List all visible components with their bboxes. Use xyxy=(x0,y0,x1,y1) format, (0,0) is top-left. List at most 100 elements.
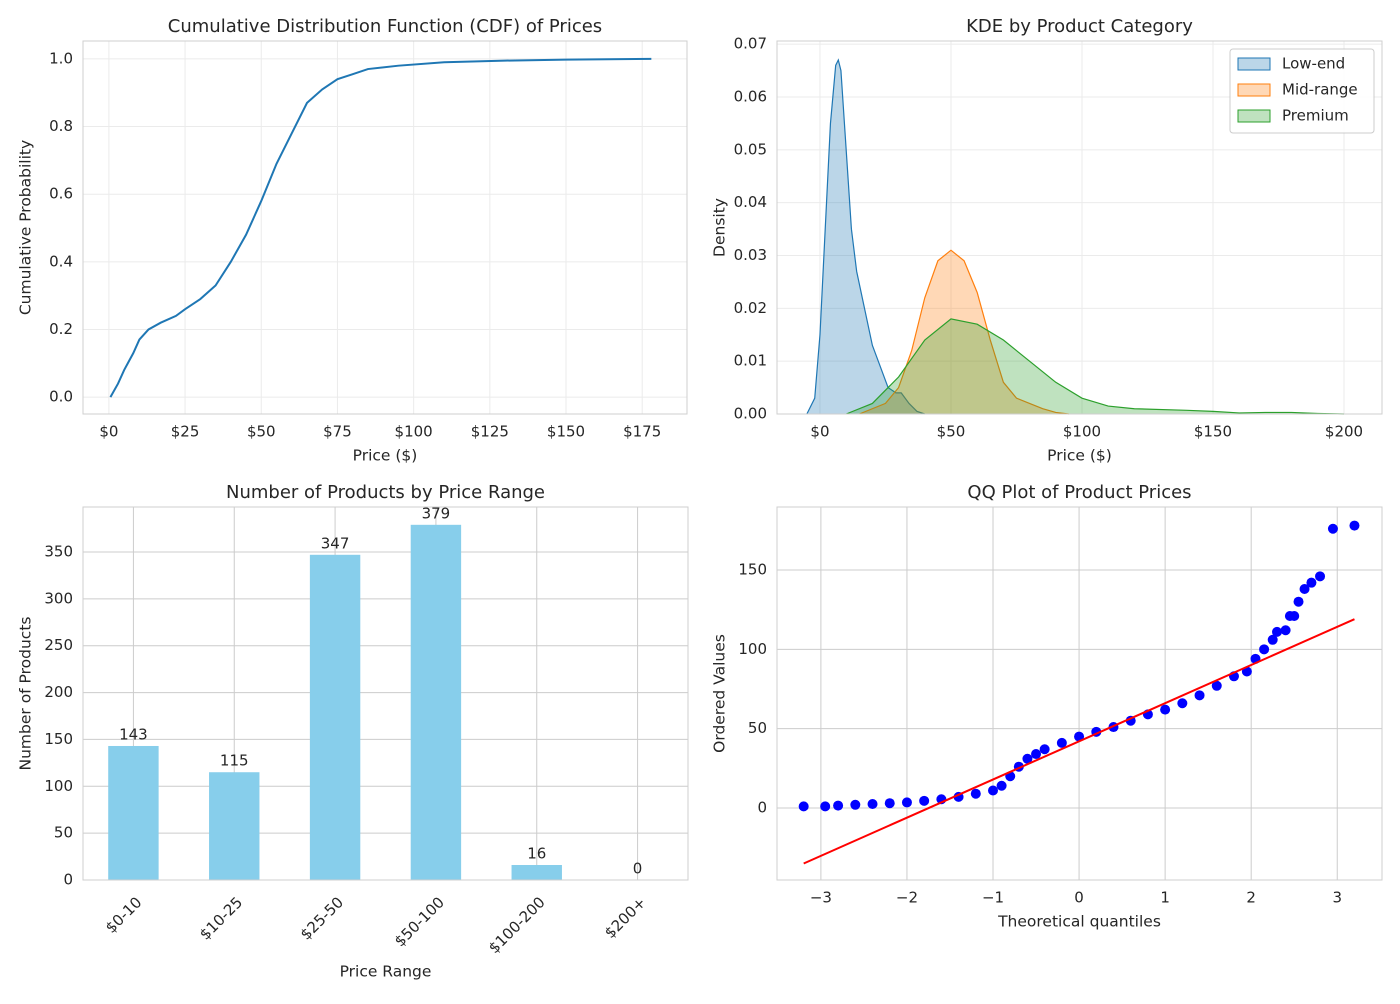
x-tick-label: $200+ xyxy=(601,893,650,942)
qq-point xyxy=(1177,698,1188,709)
x-tick-label: 1 xyxy=(1160,889,1170,907)
y-tick-label: 0.07 xyxy=(734,35,767,53)
y-axis-label: Density xyxy=(711,198,729,257)
y-tick-label: 250 xyxy=(44,636,73,654)
legend-swatch xyxy=(1237,57,1271,71)
qq-point xyxy=(901,797,912,808)
qq-point xyxy=(798,801,809,812)
bar-value-label: 16 xyxy=(527,845,546,863)
legend-label: Premium xyxy=(1282,107,1349,125)
qq-point xyxy=(867,799,878,810)
x-tick-label: $175 xyxy=(623,423,661,441)
x-tick-label: $0 xyxy=(99,423,118,441)
legend-label: Low-end xyxy=(1282,55,1345,73)
y-tick-label: 0.06 xyxy=(734,88,767,106)
qq-point xyxy=(1315,571,1326,582)
x-tick-label: $100 xyxy=(395,423,433,441)
plot-area xyxy=(83,41,687,414)
x-axis-label: Theoretical quantiles xyxy=(997,913,1161,931)
x-tick-label: $150 xyxy=(1194,423,1232,441)
qq-point xyxy=(1280,625,1291,636)
qq-point xyxy=(1306,577,1317,588)
subplot-title: Number of Products by Price Range xyxy=(226,482,545,503)
qq-point xyxy=(1031,749,1042,760)
bar xyxy=(309,554,361,880)
kde-area xyxy=(859,250,1069,414)
legend-label: Mid-range xyxy=(1282,81,1358,99)
y-tick-label: 0.0 xyxy=(49,388,73,406)
y-tick-label: 0.00 xyxy=(734,405,767,423)
y-tick-label: 0.2 xyxy=(49,320,73,338)
x-tick-label: −2 xyxy=(896,889,918,907)
subplot: 0.0 0.2 0.4 0.6 0.8 1.0 $0 $25 $50 $75 $100 $125 $15… xyxy=(17,16,688,465)
qq-point xyxy=(970,788,981,799)
qq-point xyxy=(1289,610,1300,621)
cdf-line xyxy=(109,57,652,398)
y-tick-label: 0.04 xyxy=(734,193,767,211)
y-tick-label: 150 xyxy=(44,730,73,748)
y-tick-label: 200 xyxy=(44,683,73,701)
bar-value-label: 115 xyxy=(220,752,249,770)
subplot: 0.00 0.01 0.02 0.03 0.04 0.05 0.06 0.07 $0 $50 $10… xyxy=(711,16,1383,465)
y-tick-label: 0 xyxy=(63,871,73,889)
x-tick-label: $50 xyxy=(937,423,966,441)
x-tick-label: $200 xyxy=(1325,423,1363,441)
bar-value-label: 347 xyxy=(321,534,350,552)
y-tick-label: 150 xyxy=(738,560,767,578)
kde-area xyxy=(806,60,925,414)
bar xyxy=(410,524,462,880)
x-tick-label: $150 xyxy=(547,423,585,441)
fit-line xyxy=(803,618,1355,865)
bar xyxy=(108,745,159,880)
x-tick-label: 0 xyxy=(1074,889,1084,907)
x-tick-label: $50 xyxy=(247,423,276,441)
x-tick-label: $0 xyxy=(810,423,829,441)
qq-point xyxy=(884,798,895,809)
x-tick-label: $75 xyxy=(323,423,352,441)
x-tick-label: −1 xyxy=(982,889,1004,907)
kde-line xyxy=(845,318,1345,415)
y-tick-label: 0.02 xyxy=(734,299,767,317)
qq-point xyxy=(1056,737,1067,748)
qq-point xyxy=(820,801,831,812)
qq-point xyxy=(1039,744,1050,755)
plot-frame xyxy=(82,40,688,415)
y-tick-label: 0.4 xyxy=(49,252,73,270)
qq-point xyxy=(1293,596,1304,607)
plot-frame xyxy=(776,506,1383,881)
x-tick-label: −3 xyxy=(810,889,832,907)
y-tick-label: 350 xyxy=(44,542,73,560)
qq-point xyxy=(988,785,999,796)
subplot-title: Cumulative Distribution Function (CDF) o… xyxy=(168,16,602,37)
plot-frame xyxy=(82,506,689,881)
bar xyxy=(511,865,562,880)
qq-point xyxy=(1160,704,1171,715)
qq-point xyxy=(850,799,861,810)
subplot: 0 50 100 150 −3 −2 −1 0 1 2 3 QQ Plot of Product Pr… xyxy=(711,482,1383,931)
y-tick-label: 100 xyxy=(738,640,767,658)
y-axis-label: Cumulative Probability xyxy=(17,140,35,315)
qq-point xyxy=(1267,634,1278,645)
qq-point xyxy=(1299,584,1310,595)
kde-area xyxy=(846,318,1345,414)
legend: Low-end Mid-range Premium xyxy=(1229,48,1375,134)
qq-point xyxy=(1327,523,1338,534)
y-tick-label: 50 xyxy=(54,824,73,842)
qq-point xyxy=(1259,644,1270,655)
x-axis-label: Price ($) xyxy=(1047,447,1112,465)
y-tick-label: 1.0 xyxy=(49,49,73,67)
bar xyxy=(209,772,260,880)
qq-point xyxy=(833,800,844,811)
y-tick-label: 50 xyxy=(748,719,767,737)
qq-point xyxy=(1194,690,1205,701)
y-tick-label: 0.8 xyxy=(49,117,73,135)
subplot: 0 50 100 150 200 250 300 350 $0-10 $10-25 $25-50 $5… xyxy=(17,482,689,981)
bar-value-label: 143 xyxy=(119,725,148,743)
legend-swatch xyxy=(1237,83,1271,97)
x-tick-label: $10-25 xyxy=(196,893,246,943)
y-axis-label: Ordered Values xyxy=(711,634,729,753)
x-tick-label: $125 xyxy=(471,423,509,441)
qq-point xyxy=(919,795,930,806)
y-tick-label: 0.6 xyxy=(49,185,73,203)
